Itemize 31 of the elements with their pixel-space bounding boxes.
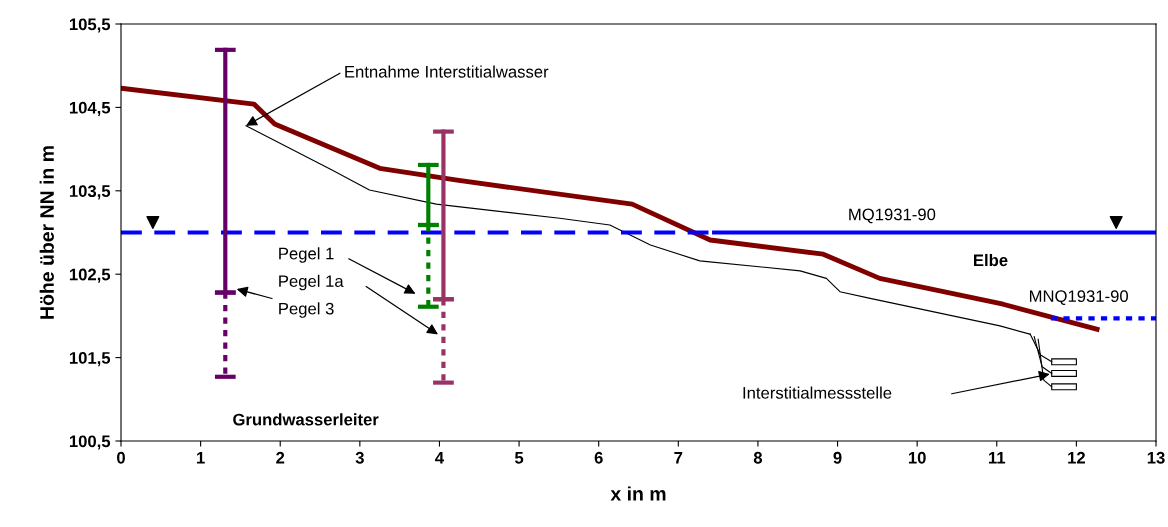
x-tick-label: 3 [355, 451, 364, 464]
y-axis-title: Höhe über NN in m [39, 146, 54, 319]
annotation: MQ1931-90 [849, 208, 936, 224]
y-tick-label: 100,5 [69, 435, 111, 450]
annotation: Pegel 1a [279, 274, 344, 291]
annotation: Pegel 3 [279, 302, 334, 318]
x-tick-label: 5 [514, 452, 524, 464]
x-tick-label: 10 [908, 451, 926, 464]
x-tick-label: 9 [833, 451, 842, 464]
annotation: MNQ1931-90 [1029, 290, 1129, 306]
y-tick-label: 102,5 [69, 268, 111, 283]
x-tick-label: 2 [276, 451, 285, 464]
x-tick-label: 7 [674, 452, 683, 464]
annotation: Grundwasserleiter [233, 413, 379, 426]
x-tick-label: 12 [1068, 451, 1085, 464]
x-tick-label: 13 [1147, 451, 1165, 464]
y-tick-label: 104,5 [69, 101, 111, 117]
annotation: Pegel 1 [279, 247, 334, 263]
annotation: Interstitialmessstelle [743, 386, 892, 399]
annotation: Entnahme Interstitialwasser [345, 65, 549, 78]
x-tick-label: 8 [753, 451, 763, 464]
x-axis-title: x in m [610, 486, 666, 501]
annotation: Elbe [974, 253, 1008, 267]
x-tick-label: 4 [435, 452, 445, 464]
x-tick-label: 1 [197, 452, 205, 464]
y-tick-label: 101,5 [69, 352, 111, 367]
x-tick-label: 11 [989, 452, 1006, 464]
x-tick-label: 0 [117, 451, 125, 464]
y-tick-label: 105,5 [69, 18, 111, 33]
x-tick-label: 6 [594, 451, 603, 464]
y-tick-label: 103,5 [69, 185, 111, 200]
